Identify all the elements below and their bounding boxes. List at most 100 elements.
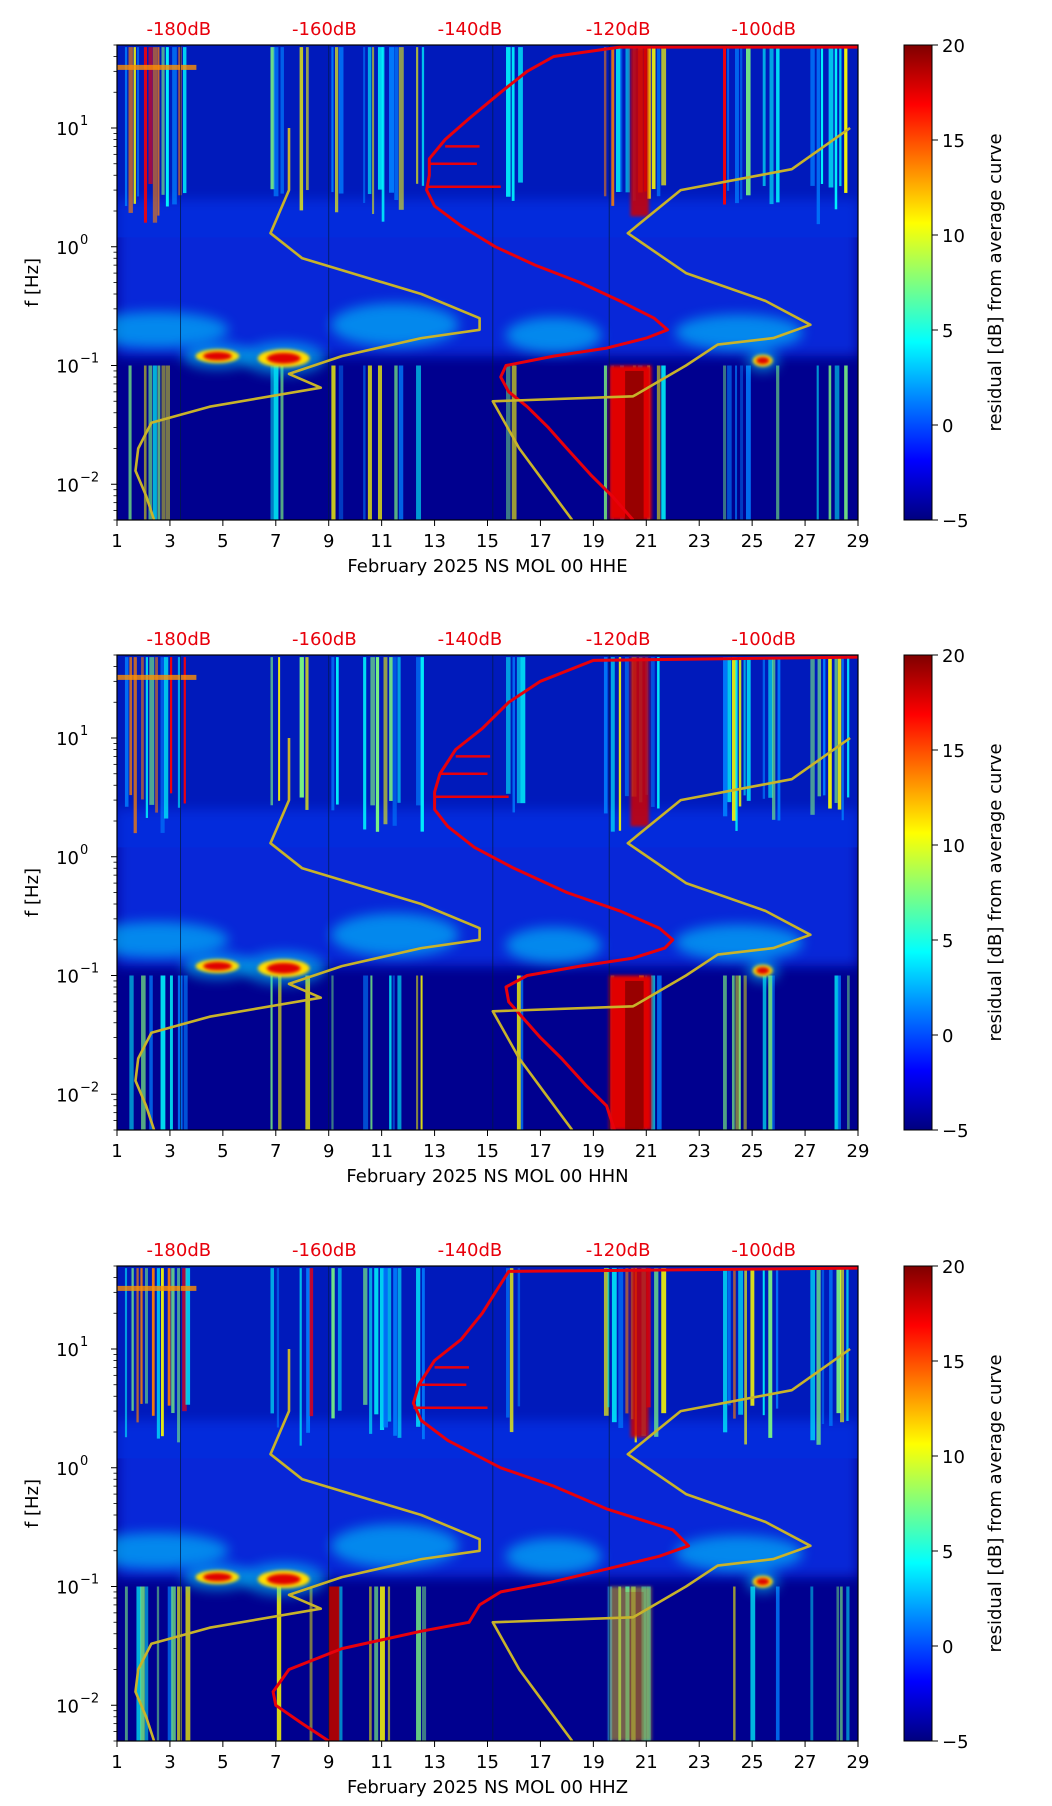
heatmap-streak: [156, 1586, 160, 1741]
heatmap-streak: [152, 47, 158, 223]
heatmap-streak: [136, 1268, 139, 1423]
heatmap-blob: [117, 1532, 229, 1569]
db-scale-label: -160dB: [292, 1240, 357, 1261]
heatmap-streak: [151, 1268, 155, 1416]
heatmap-streak: [834, 47, 838, 210]
heatmap-streak: [278, 657, 281, 801]
heatmap-streak: [379, 1586, 385, 1741]
heatmap-streak: [740, 47, 743, 200]
heatmap-streak: [735, 657, 738, 831]
colorbar-tick-label: 15: [942, 741, 965, 762]
heatmap-streak: [160, 657, 165, 833]
heatmap-streak: [141, 975, 146, 1130]
heatmap-streak: [143, 365, 147, 520]
colorbar-tick-label: −5: [942, 511, 969, 532]
red-curve-0: [425, 45, 858, 520]
db-scale-label: -180dB: [146, 629, 211, 650]
heatmap-streak: [733, 1268, 736, 1419]
colorbar-tick-label: −5: [942, 1732, 969, 1753]
y-tick-exponent: −1: [80, 352, 99, 367]
heatmap-streak: [762, 1268, 765, 1416]
heatmap-texture: [117, 45, 858, 520]
heatmap-streak: [305, 657, 309, 810]
heatmap-streak: [829, 1268, 833, 1426]
heatmap-streak: [416, 975, 419, 1130]
heatmap-streak: [177, 657, 181, 808]
heatmap-streak: [270, 365, 274, 520]
x-tick-label: 11: [370, 1752, 393, 1773]
x-tick-label: 27: [794, 531, 817, 552]
heatmap-streak: [280, 365, 284, 520]
y-tick-label: 10: [56, 1085, 79, 1106]
heatmap-streak: [416, 1586, 421, 1741]
x-tick-label: 23: [688, 1752, 711, 1773]
y-tick-exponent: −2: [80, 1080, 99, 1095]
heatmap-blob: [756, 966, 770, 975]
heatmap-streak: [416, 47, 419, 184]
db-scale-label: -180dB: [146, 19, 211, 40]
heatmap-streak: [762, 975, 767, 1130]
y-tick-exponent: 1: [80, 724, 88, 739]
heatmap-blob: [117, 311, 229, 348]
heatmap-streak: [338, 47, 344, 194]
heatmap-streak: [389, 975, 392, 1130]
colorbar-gradient: [903, 654, 933, 1131]
colorbar-tick-label: −5: [942, 1121, 969, 1142]
heatmap-streak: [172, 47, 177, 205]
x-tick-label: 13: [423, 531, 446, 552]
heatmap-streak: [657, 975, 662, 1130]
plot-area: [117, 45, 858, 520]
heatmap-streak: [387, 1268, 392, 1422]
y-tick-label: 10: [56, 119, 79, 140]
heatmap-streak: [738, 1268, 744, 1415]
heatmap-streak: [647, 47, 651, 199]
heatmap-streak: [143, 47, 148, 223]
heatmap-streak: [124, 1268, 128, 1438]
heatmap-streak: [656, 47, 661, 197]
heatmap-blob: [203, 1572, 232, 1582]
colorbar-gradient: [903, 1265, 933, 1742]
heatmap-streak: [367, 365, 372, 520]
x-tick-label: 11: [370, 531, 393, 552]
x-tick-label: 1: [111, 1141, 122, 1162]
heatmap-blob: [674, 314, 803, 351]
heatmap-streak: [375, 657, 380, 832]
heatmap-streak: [309, 1268, 314, 1417]
heatmap-streak: [374, 1586, 379, 1741]
red-curve-0: [433, 655, 858, 1130]
heatmap-streak: [363, 975, 369, 1130]
yellow-curve-1: [134, 128, 481, 520]
heatmap-streak: [397, 975, 402, 1130]
heatmap-streak: [775, 1268, 779, 1409]
heatmap-streak: [625, 1268, 629, 1414]
y-tick-exponent: −1: [80, 1573, 99, 1588]
x-tick-label: 17: [529, 531, 552, 552]
heatmap-streak: [183, 975, 188, 1130]
heatmap-streak: [611, 1268, 617, 1423]
heatmap-streak: [331, 1268, 335, 1419]
heatmap-streak: [834, 657, 838, 803]
red-curve-0: [271, 1266, 858, 1741]
heatmap-streak: [733, 1586, 736, 1741]
heatmap-streak: [338, 365, 344, 520]
db-scale-label: -100dB: [731, 629, 796, 650]
heatmap-streak: [421, 1268, 425, 1440]
heatmap-streak: [820, 47, 824, 184]
heatmap-blob: [117, 921, 229, 958]
heatmap-streak: [836, 1268, 842, 1414]
yellow-curve-1: [134, 738, 481, 1130]
heatmap-streak: [723, 365, 727, 520]
heatmap-streak: [270, 657, 273, 806]
db-scale-label: -140dB: [438, 1240, 503, 1261]
heatmap-streak: [744, 1268, 747, 1445]
heatmap-streak: [299, 657, 304, 798]
heatmap-streak: [650, 975, 656, 1130]
y-tick-label: 10: [56, 729, 79, 750]
heatmap-streak: [727, 657, 732, 803]
heatmap-streak: [416, 1268, 421, 1427]
heatmap-streak: [177, 1268, 180, 1443]
x-axis-label: February 2025 NS MOL 00 HHE: [347, 556, 627, 577]
heatmap-blob: [505, 317, 602, 354]
heatmap-streak: [397, 657, 401, 803]
heatmap-streak: [157, 47, 160, 216]
